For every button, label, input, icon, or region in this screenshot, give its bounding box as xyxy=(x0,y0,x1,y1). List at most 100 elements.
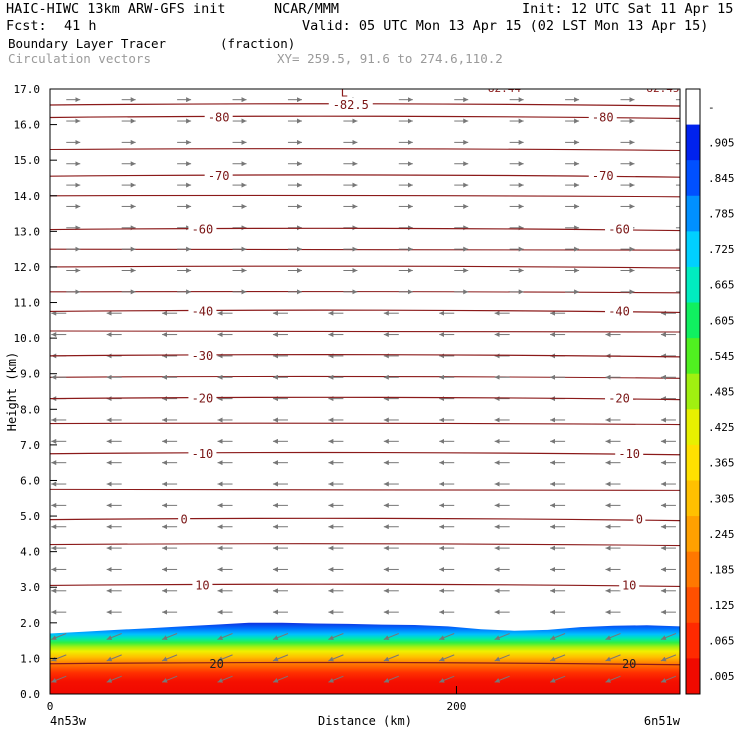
y-tick-label: 16.0 xyxy=(14,119,41,132)
x-tick-label: 200 xyxy=(447,700,467,713)
y-tick-label: 12.0 xyxy=(14,261,41,274)
colorbar-label: .905 xyxy=(708,136,735,149)
colorbar-label: .665 xyxy=(708,279,735,292)
colorbar-frame xyxy=(685,88,701,695)
plot-frame xyxy=(49,88,681,695)
circulation-vector xyxy=(383,633,399,640)
circulation-vector xyxy=(161,633,178,640)
temperature-contour xyxy=(50,148,680,152)
colorbar-segment xyxy=(686,444,700,481)
circulation-vector xyxy=(51,633,67,640)
circulation-vector xyxy=(549,633,566,640)
contour-label-bg xyxy=(328,98,373,111)
circulation-vector xyxy=(272,654,289,662)
contour-label: 20 xyxy=(622,657,636,671)
circulation-vector xyxy=(106,633,122,640)
temperature-contour xyxy=(50,583,680,588)
cross-section-coords: XY= 259.5, 91.6 to 274.6,110.2 xyxy=(277,51,503,66)
temperature-contour xyxy=(50,174,680,178)
contour-label-bg xyxy=(605,304,634,317)
contour-label: 20 xyxy=(209,657,223,671)
y-tick-label: 1.0 xyxy=(20,652,40,665)
colorbar-segment xyxy=(686,160,700,197)
temperature-contour xyxy=(50,265,680,269)
colorbar-label: .365 xyxy=(708,457,735,470)
colorbar-label: .425 xyxy=(708,421,735,434)
colorbar-label: .845 xyxy=(708,172,735,185)
temperature-contour xyxy=(50,248,680,251)
colorbar-segment xyxy=(686,338,700,375)
contour-label-bg xyxy=(588,110,617,123)
y-tick-label: 15.0 xyxy=(14,154,41,167)
circulation-vector xyxy=(605,633,621,640)
colorbar-segment xyxy=(686,266,700,304)
left-endpoint-label: 4n53w xyxy=(50,714,87,728)
colorbar-label: .125 xyxy=(708,599,735,612)
forecast-hour: 41 h xyxy=(64,18,97,34)
circulation-vector xyxy=(217,675,233,683)
contour-label-bg xyxy=(192,578,213,591)
temperature-contour xyxy=(50,396,680,401)
contour-label-bg xyxy=(188,304,217,317)
colorbar-label: .605 xyxy=(708,314,735,327)
contour-label: -10 xyxy=(192,447,214,461)
y-axis-title: Height (km) xyxy=(5,352,19,431)
colorbar-label: .545 xyxy=(708,350,735,363)
contour-label-bg xyxy=(188,348,217,361)
temperature-contour xyxy=(50,290,680,294)
circulation-vector xyxy=(383,654,399,662)
circulation-vector xyxy=(494,654,510,662)
low-marker: L xyxy=(341,85,348,99)
circulation-vector xyxy=(106,675,122,683)
org-label: NCAR/MMM xyxy=(274,1,340,17)
contour-label: -60 xyxy=(608,223,630,237)
colorbar-segment xyxy=(686,480,700,517)
circulation-vector xyxy=(106,654,122,662)
circulation-vector xyxy=(549,675,566,683)
circulation-vector xyxy=(439,654,455,662)
circulation-vector xyxy=(660,675,677,683)
edge-label: -82.45 xyxy=(640,82,680,95)
contour-label: -40 xyxy=(192,304,214,318)
y-tick-label: 3.0 xyxy=(20,581,40,594)
contour-label: -20 xyxy=(192,392,214,406)
y-tick-label: 4.0 xyxy=(20,546,40,559)
circulation-vector xyxy=(660,633,677,640)
temperature-contour xyxy=(50,330,680,333)
temperature-contour xyxy=(50,375,680,379)
circulation-vector xyxy=(272,675,289,683)
contour-label-bg xyxy=(605,391,634,404)
colorbar-label: .065 xyxy=(708,635,735,648)
vectors-label: Circulation vectors xyxy=(8,51,151,66)
colorbar-segment xyxy=(686,516,700,553)
y-tick-label: 6.0 xyxy=(20,474,40,487)
field-units: (fraction) xyxy=(220,36,296,51)
y-tick-label: 14.0 xyxy=(14,190,41,203)
circulation-vector xyxy=(51,675,67,683)
circulation-vector xyxy=(439,633,455,640)
colorbar-segment xyxy=(686,551,700,588)
contour-label: -20 xyxy=(608,392,630,406)
colorbar-label: .785 xyxy=(708,208,735,221)
colorbar-segment xyxy=(686,409,700,446)
colorbar-label: .305 xyxy=(708,492,735,505)
temperature-contour xyxy=(50,543,680,547)
valid-time: Valid: 05 UTC Mon 13 Apr 15 (02 LST Mon … xyxy=(302,18,709,34)
colorbar-label: .725 xyxy=(708,243,735,256)
field-name: Boundary Layer Tracer xyxy=(8,36,167,51)
colorbar-segment xyxy=(686,302,700,339)
temperature-contour xyxy=(50,517,680,522)
contour-label: -70 xyxy=(592,169,614,183)
circulation-vector xyxy=(660,654,677,662)
temperature-contour xyxy=(50,451,680,456)
y-tick-label: 7.0 xyxy=(20,439,40,452)
colorbar-segment xyxy=(686,231,700,268)
colorbar-label: .005 xyxy=(708,670,735,683)
circulation-vector xyxy=(272,633,289,640)
contour-label: 0 xyxy=(636,513,643,527)
temperature-contour xyxy=(50,422,680,426)
circulation-vector xyxy=(217,633,233,640)
y-tick-label: 0.0 xyxy=(20,688,40,701)
circulation-vector xyxy=(328,654,344,662)
